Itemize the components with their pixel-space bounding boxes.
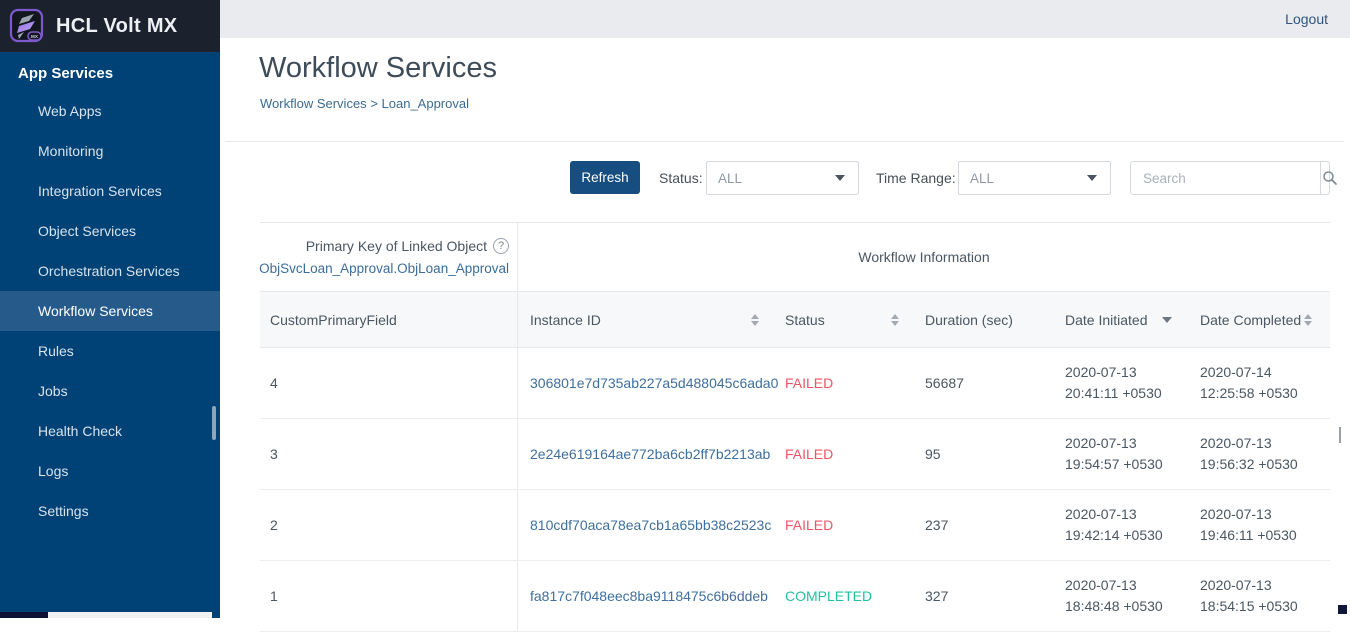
duration-cell: 95 bbox=[913, 419, 1053, 489]
table-group-header: Primary Key of Linked Object ? ObjSvcLoa… bbox=[260, 222, 1330, 292]
instance-id-link[interactable]: fa817c7f048eec8ba9118475c6b6ddeb bbox=[530, 588, 768, 604]
search-input[interactable] bbox=[1131, 162, 1320, 194]
breadcrumb-current: Loan_Approval bbox=[382, 96, 469, 111]
help-icon[interactable]: ? bbox=[493, 238, 509, 254]
sidebar: MX HCL Volt MX App Services Web Apps Mon… bbox=[0, 0, 220, 618]
breadcrumb: Workflow Services > Loan_Approval bbox=[260, 96, 469, 111]
sidebar-item-jobs[interactable]: Jobs bbox=[0, 371, 220, 411]
sort-icon[interactable] bbox=[1304, 314, 1312, 326]
date-initiated-cell: 2020-07-1319:54:57 +0530 bbox=[1065, 433, 1163, 475]
time-range-filter-value: ALL bbox=[959, 171, 1087, 186]
chevron-down-icon bbox=[1087, 175, 1097, 181]
date-completed-cell: 2020-07-1412:25:58 +0530 bbox=[1200, 362, 1298, 404]
instance-id-link[interactable]: 2e24e619164ae772ba6cb2ff7b2213ab bbox=[530, 446, 770, 462]
search-box bbox=[1130, 161, 1330, 195]
status-badge: FAILED bbox=[785, 446, 833, 462]
svg-text:MX: MX bbox=[31, 34, 39, 39]
sidebar-item-logs[interactable]: Logs bbox=[0, 451, 220, 491]
instance-id-link[interactable]: 306801e7d735ab227a5d488045c6ada0 bbox=[530, 375, 778, 391]
duration-cell: 237 bbox=[913, 490, 1053, 560]
logo-bar: MX HCL Volt MX bbox=[0, 0, 220, 52]
logout-link[interactable]: Logout bbox=[1285, 11, 1328, 27]
status-badge: COMPLETED bbox=[785, 588, 872, 604]
status-filter-value: ALL bbox=[707, 171, 835, 186]
date-completed-cell: 2020-07-1319:56:32 +0530 bbox=[1200, 433, 1298, 475]
header-divider bbox=[225, 141, 1344, 142]
refresh-button[interactable]: Refresh bbox=[570, 161, 640, 194]
column-header-status[interactable]: Status bbox=[773, 292, 913, 347]
sidebar-item-health-check[interactable]: Health Check bbox=[0, 411, 220, 451]
custom-primary-field-cell: 3 bbox=[260, 419, 518, 489]
breadcrumb-separator: > bbox=[370, 96, 381, 111]
duration-cell: 56687 bbox=[913, 348, 1053, 418]
top-header-bar: Logout bbox=[220, 0, 1350, 38]
sidebar-item-object-services[interactable]: Object Services bbox=[0, 211, 220, 251]
time-range-filter-dropdown[interactable]: ALL bbox=[958, 161, 1111, 195]
date-initiated-cell: 2020-07-1318:48:48 +0530 bbox=[1065, 575, 1163, 617]
status-badge: FAILED bbox=[785, 517, 833, 533]
duration-cell: 327 bbox=[913, 561, 1053, 631]
date-initiated-cell: 2020-07-1319:42:14 +0530 bbox=[1065, 504, 1163, 546]
table-row: 2 810cdf70aca78ea7cb1a65bb38c2523c FAILE… bbox=[260, 490, 1330, 561]
sidebar-horizontal-scrollbar[interactable] bbox=[0, 612, 212, 618]
sidebar-vertical-scrollbar[interactable] bbox=[212, 406, 216, 440]
table-row: 1 fa817c7f048eec8ba9118475c6b6ddeb COMPL… bbox=[260, 561, 1330, 632]
custom-primary-field-cell: 4 bbox=[260, 348, 518, 418]
brand-title: HCL Volt MX bbox=[56, 15, 177, 38]
primary-key-group-cell: Primary Key of Linked Object ? ObjSvcLoa… bbox=[260, 223, 518, 291]
status-filter-label: Status: bbox=[659, 170, 703, 186]
time-range-filter-label: Time Range: bbox=[876, 170, 956, 186]
table-row: 4 306801e7d735ab227a5d488045c6ada0 FAILE… bbox=[260, 348, 1330, 419]
scrollbar-thumb[interactable] bbox=[0, 612, 48, 618]
sidebar-item-rules[interactable]: Rules bbox=[0, 331, 220, 371]
instance-id-link[interactable]: 810cdf70aca78ea7cb1a65bb38c2523c bbox=[530, 517, 771, 533]
sidebar-item-monitoring[interactable]: Monitoring bbox=[0, 131, 220, 171]
custom-primary-field-cell: 2 bbox=[260, 490, 518, 560]
page-scrollbar-artifact bbox=[1338, 605, 1347, 614]
volt-mx-logo-icon: MX bbox=[9, 8, 45, 44]
status-filter-dropdown[interactable]: ALL bbox=[706, 161, 859, 195]
sidebar-section-app-services[interactable]: App Services bbox=[0, 52, 220, 91]
page-title: Workflow Services bbox=[259, 52, 497, 85]
workflow-instances-table: Primary Key of Linked Object ? ObjSvcLoa… bbox=[260, 222, 1330, 632]
date-completed-cell: 2020-07-1319:46:11 +0530 bbox=[1200, 504, 1297, 546]
column-header-instance-id[interactable]: Instance ID bbox=[518, 292, 773, 347]
date-initiated-cell: 2020-07-1320:41:11 +0530 bbox=[1065, 362, 1162, 404]
primary-key-title: Primary Key of Linked Object bbox=[306, 238, 487, 254]
linked-object-name: ObjSvcLoan_Approval.ObjLoan_Approval bbox=[259, 261, 509, 276]
table-column-header-row: CustomPrimaryField Instance ID Status Du… bbox=[260, 292, 1330, 348]
column-header-date-completed[interactable]: Date Completed bbox=[1188, 292, 1330, 347]
search-button[interactable] bbox=[1320, 162, 1339, 194]
column-header-custom-primary-field[interactable]: CustomPrimaryField bbox=[260, 292, 518, 347]
sort-icon[interactable] bbox=[891, 314, 899, 326]
workflow-information-group-cell: Workflow Information bbox=[518, 223, 1330, 291]
chevron-down-icon bbox=[835, 175, 845, 181]
status-badge: FAILED bbox=[785, 375, 833, 391]
sort-icon[interactable] bbox=[751, 314, 759, 326]
breadcrumb-parent-link[interactable]: Workflow Services bbox=[260, 96, 367, 111]
custom-primary-field-cell: 1 bbox=[260, 561, 518, 631]
sidebar-item-settings[interactable]: Settings bbox=[0, 491, 220, 531]
search-icon bbox=[1321, 169, 1339, 187]
sidebar-item-integration-services[interactable]: Integration Services bbox=[0, 171, 220, 211]
page-scrollbar-artifact bbox=[1339, 427, 1341, 443]
date-completed-cell: 2020-07-1318:54:15 +0530 bbox=[1200, 575, 1298, 617]
sidebar-item-orchestration-services[interactable]: Orchestration Services bbox=[0, 251, 220, 291]
sidebar-item-workflow-services[interactable]: Workflow Services bbox=[0, 291, 220, 331]
sort-desc-icon[interactable] bbox=[1162, 317, 1172, 323]
table-row: 3 2e24e619164ae772ba6cb2ff7b2213ab FAILE… bbox=[260, 419, 1330, 490]
sidebar-item-web-apps[interactable]: Web Apps bbox=[0, 91, 220, 131]
column-header-date-initiated[interactable]: Date Initiated bbox=[1053, 292, 1188, 347]
column-header-duration[interactable]: Duration (sec) bbox=[913, 292, 1053, 347]
